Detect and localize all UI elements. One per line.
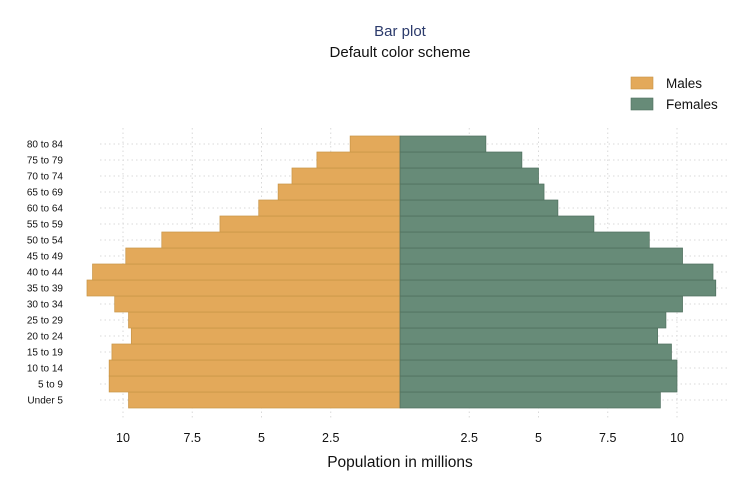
bar-males [108,375,401,393]
legend-swatch-females [630,97,654,111]
bars [86,135,717,409]
bar-females [399,359,678,377]
bar-females [399,215,595,233]
legend-label-females: Females [666,97,718,112]
bar-females [399,375,678,393]
bar-males [130,327,401,345]
bar-females [399,183,545,201]
chart-title: Bar plot [374,23,427,40]
bar-females [399,263,714,281]
x-tick-labels: 10 7.5 5 2.5 2.5 5 7.5 10 [116,431,684,445]
bar-males [86,279,401,297]
category-label: 65 to 69 [27,188,64,199]
bar-males [125,247,401,265]
bar-males [108,359,401,377]
category-label: 55 to 59 [27,220,64,231]
category-label: 25 to 29 [27,316,64,327]
x-axis-title: Population in millions [327,454,473,471]
bar-males [92,263,401,281]
category-label: 35 to 39 [27,284,64,295]
bar-males [258,199,401,217]
category-label: 45 to 49 [27,252,64,263]
category-label: 15 to 19 [27,348,64,359]
bar-males [114,295,401,313]
category-label: 10 to 14 [27,364,64,375]
x-tick-label: 10 [116,431,130,445]
category-label: 80 to 84 [27,140,64,151]
category-label: 75 to 79 [27,156,64,167]
bar-females [399,167,539,185]
bar-males [219,215,401,233]
category-label: 5 to 9 [38,380,63,391]
legend-label-males: Males [666,76,702,91]
x-tick-label: 5 [258,431,265,445]
category-label: 70 to 74 [27,172,64,183]
category-label: 50 to 54 [27,236,64,247]
chart-subtitle: Default color scheme [330,44,471,61]
bar-males [128,311,401,329]
bar-females [399,391,661,409]
category-label: 30 to 34 [27,300,64,311]
bar-females [399,247,683,265]
category-label: 40 to 44 [27,268,64,279]
bar-females [399,327,658,345]
bar-females [399,151,523,169]
x-tick-label: 10 [670,431,684,445]
legend-swatch-males [630,76,654,90]
bar-males [128,391,401,409]
category-labels: Under 5 5 to 9 10 to 14 15 to 19 20 to 24 25 … [27,140,64,407]
bar-males [316,151,401,169]
bar-females [399,199,559,217]
bar-males [111,343,401,361]
category-label: 20 to 24 [27,332,64,343]
bar-males [291,167,401,185]
bar-females [399,295,683,313]
category-label: 60 to 64 [27,204,64,215]
bar-males [349,135,401,153]
bar-females [399,135,487,153]
bar-females [399,311,667,329]
bar-females [399,343,672,361]
x-tick-label: 7.5 [184,431,201,445]
bar-females [399,231,650,249]
category-label: Under 5 [27,396,63,407]
x-tick-label: 5 [535,431,542,445]
bar-females [399,279,717,297]
bar-males [161,231,401,249]
bar-males [277,183,401,201]
x-tick-label: 7.5 [599,431,616,445]
x-tick-label: 2.5 [461,431,478,445]
x-tick-label: 2.5 [322,431,339,445]
legend: Males Females [630,76,718,112]
